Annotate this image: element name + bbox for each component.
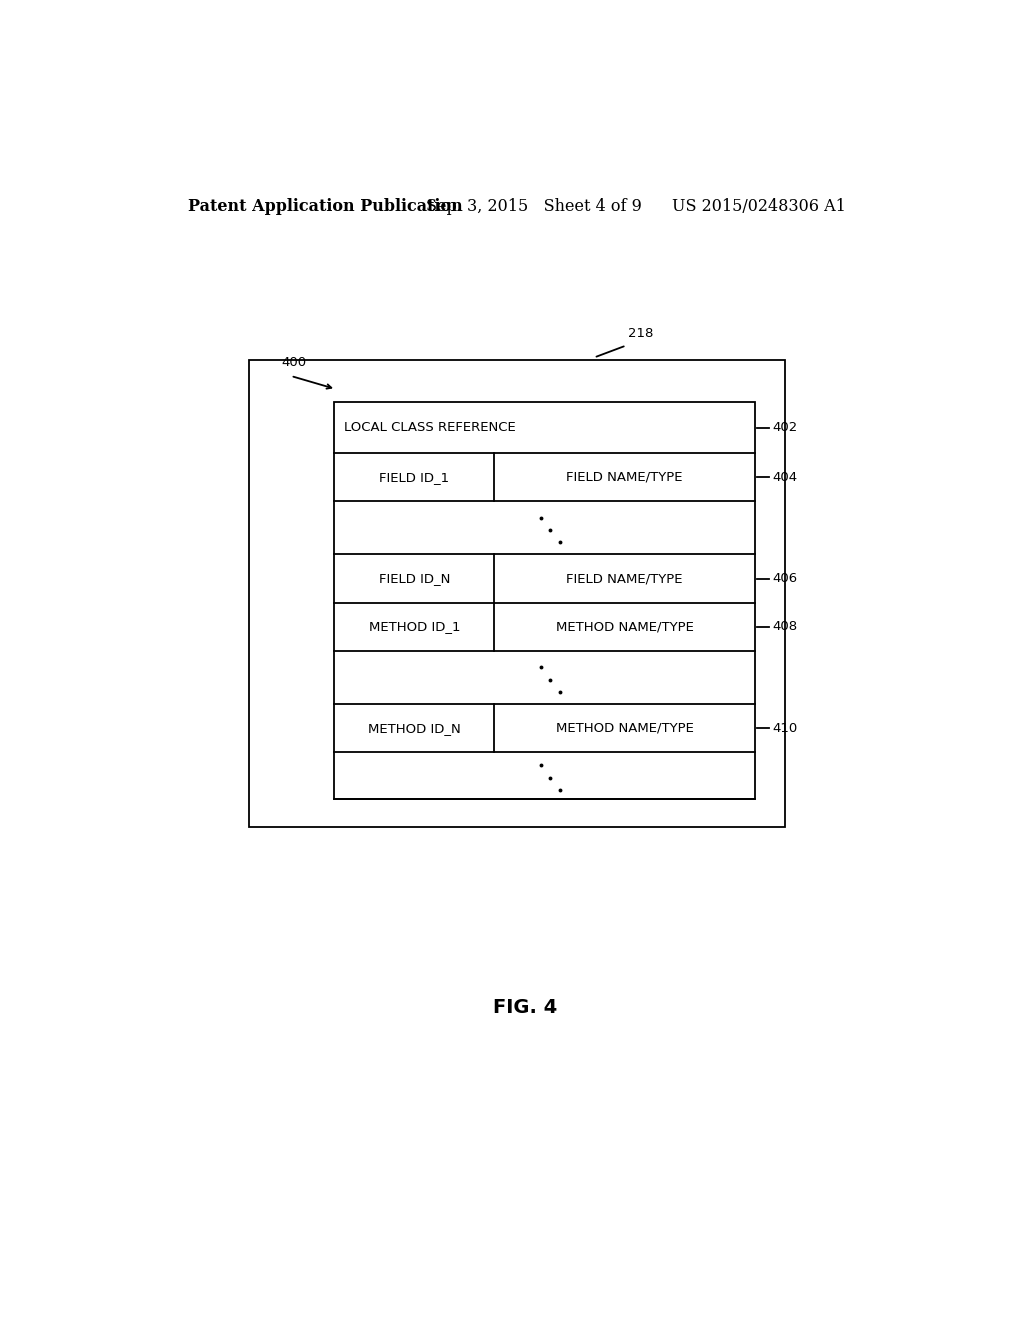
Text: 408: 408 bbox=[772, 620, 798, 634]
Text: US 2015/0248306 A1: US 2015/0248306 A1 bbox=[672, 198, 846, 215]
Text: 402: 402 bbox=[772, 421, 798, 434]
Bar bbox=[334, 403, 755, 799]
Text: METHOD ID_N: METHOD ID_N bbox=[368, 722, 461, 735]
Text: 410: 410 bbox=[772, 722, 798, 735]
Text: Patent Application Publication: Patent Application Publication bbox=[187, 198, 462, 215]
Text: FIELD NAME/TYPE: FIELD NAME/TYPE bbox=[566, 572, 683, 585]
Text: FIELD NAME/TYPE: FIELD NAME/TYPE bbox=[566, 471, 683, 483]
Text: METHOD NAME/TYPE: METHOD NAME/TYPE bbox=[556, 722, 693, 735]
Text: 406: 406 bbox=[772, 572, 798, 585]
Text: METHOD ID_1: METHOD ID_1 bbox=[369, 620, 460, 634]
Text: Sep. 3, 2015   Sheet 4 of 9: Sep. 3, 2015 Sheet 4 of 9 bbox=[426, 198, 641, 215]
Text: FIELD ID_N: FIELD ID_N bbox=[379, 572, 450, 585]
Text: FIG. 4: FIG. 4 bbox=[493, 998, 557, 1016]
Text: 218: 218 bbox=[628, 327, 653, 341]
Bar bbox=[249, 359, 785, 828]
Text: 404: 404 bbox=[772, 471, 798, 483]
Text: 400: 400 bbox=[282, 356, 306, 368]
Text: LOCAL CLASS REFERENCE: LOCAL CLASS REFERENCE bbox=[344, 421, 516, 434]
Text: METHOD NAME/TYPE: METHOD NAME/TYPE bbox=[556, 620, 693, 634]
Text: FIELD ID_1: FIELD ID_1 bbox=[379, 471, 450, 483]
